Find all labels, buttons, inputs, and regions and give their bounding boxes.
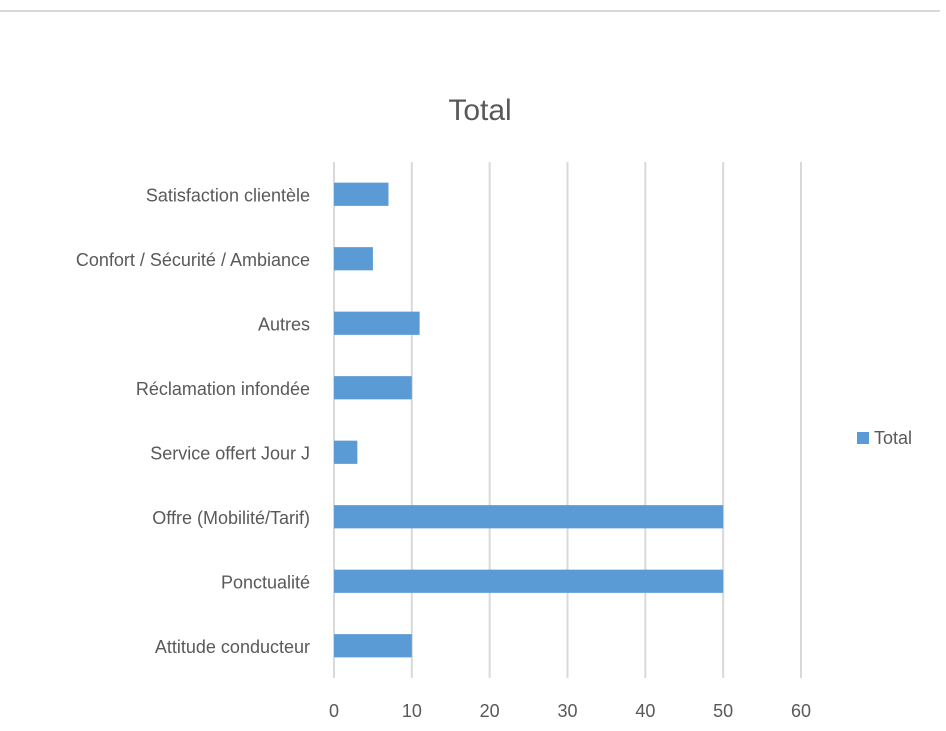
x-tick-label-30: 30 [557,701,577,721]
x-tick-label-60: 60 [791,701,811,721]
bar-6 [334,247,373,271]
bar-1 [334,569,724,593]
chart-title: Total [448,94,511,127]
category-label-4: Réclamation infondée [136,379,310,399]
category-label-2: Offre (Mobilité/Tarif) [152,508,310,528]
bar-3 [334,440,358,464]
x-tick-label-50: 50 [713,701,733,721]
category-label-6: Confort / Sécurité / Ambiance [76,250,310,270]
x-tick-label-10: 10 [402,701,422,721]
bar-4 [334,376,412,400]
category-label-1: Ponctualité [221,572,310,592]
bar-2 [334,505,724,529]
category-label-0: Attitude conducteur [155,637,310,657]
category-label-7: Satisfaction clientèle [146,185,310,205]
x-tick-label-40: 40 [635,701,655,721]
bar-0 [334,634,412,658]
bar-5 [334,311,420,335]
x-tick-label-20: 20 [480,701,500,721]
x-tick-label-0: 0 [329,701,339,721]
bar-7 [334,182,389,206]
category-label-3: Service offert Jour J [150,443,310,463]
legend-label-total: Total [874,428,912,448]
top-divider [0,10,940,12]
category-label-5: Autres [258,314,310,334]
legend-swatch-total [857,432,869,444]
